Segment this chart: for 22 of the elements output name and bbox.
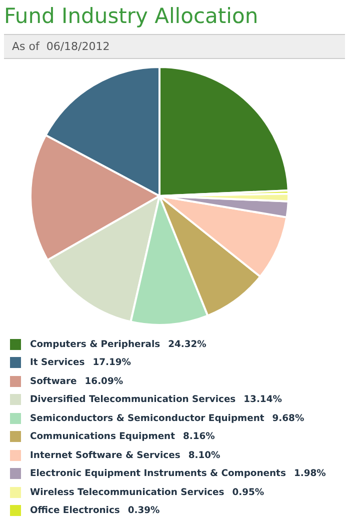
data-label: 1.98%: [294, 468, 326, 480]
data-label: 24.32%: [168, 338, 206, 350]
legend-label: Communications Equipment: [30, 431, 175, 442]
legend-label: Electronic Equipment Instruments & Components: [30, 468, 286, 480]
data-label: 16.09%: [84, 376, 124, 387]
legend-label: Wireless Telecommunication Services: [30, 486, 224, 498]
legend-label: It Services: [30, 357, 85, 368]
data-label: 0.95%: [232, 486, 264, 498]
data-label: 13.14%: [244, 394, 282, 406]
legend-label: Semiconductors & Semiconductor Equipment: [30, 412, 264, 424]
legend-label: Computers & Peripherals: [30, 338, 160, 350]
legend-label: Diversified Telecommunication Services: [30, 394, 236, 406]
chart-subtitle: As of 06/18/2012: [4, 34, 345, 59]
legend-label: Software: [30, 376, 77, 387]
data-label: 9.68%: [272, 412, 304, 424]
data-label: 0.39%: [128, 505, 160, 516]
legend-label: Office Electronics: [30, 505, 120, 516]
chart-title: Fund Industry Allocation: [4, 4, 260, 30]
data-label: 8.16%: [183, 431, 215, 442]
data-label: 17.19%: [92, 357, 131, 368]
legend-label: Internet Software & Services: [30, 450, 180, 461]
data-label: 8.10%: [188, 450, 220, 461]
